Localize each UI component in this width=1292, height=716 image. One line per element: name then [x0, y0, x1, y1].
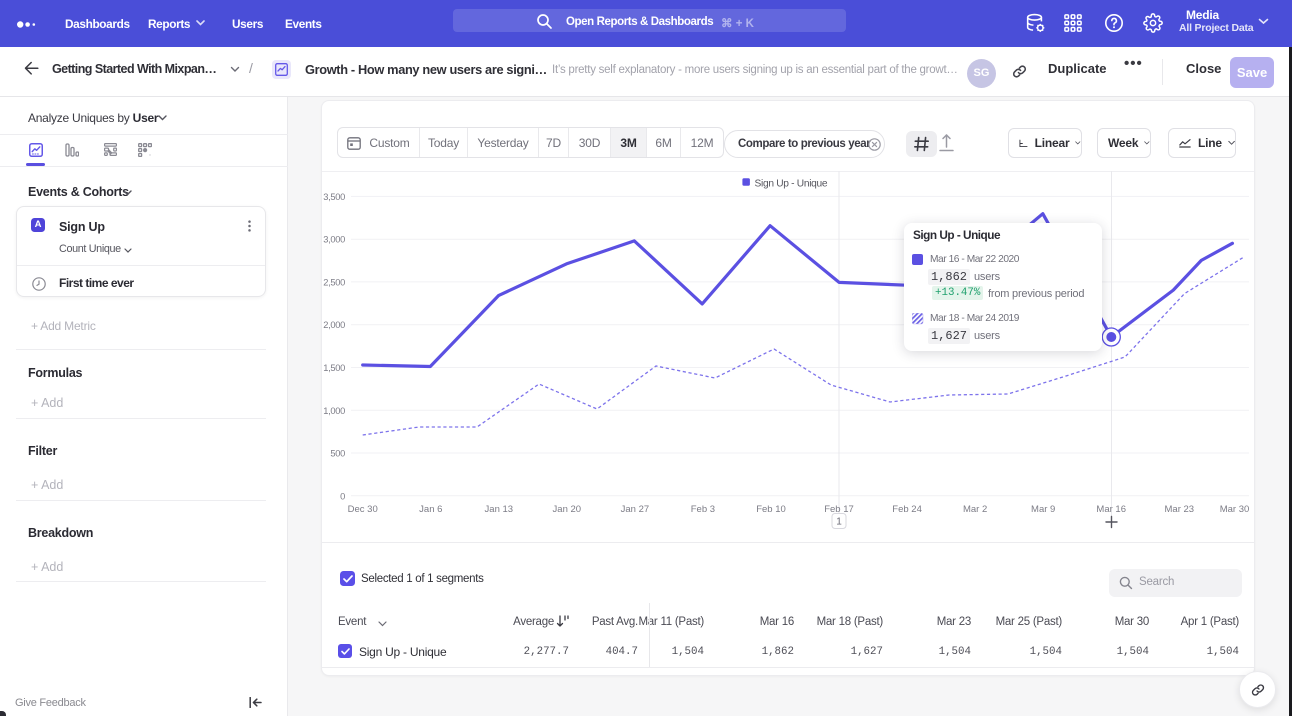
- svg-text:Mar 30: Mar 30: [1220, 504, 1250, 515]
- svg-text:Feb 24: Feb 24: [892, 504, 922, 515]
- svg-text:0: 0: [340, 491, 345, 501]
- svg-text:3,500: 3,500: [323, 192, 345, 202]
- svg-text:Jan 13: Jan 13: [485, 504, 514, 515]
- svg-text:1,000: 1,000: [323, 406, 345, 416]
- svg-text:Feb 17: Feb 17: [824, 504, 854, 515]
- svg-text:1,500: 1,500: [323, 363, 345, 373]
- svg-text:Mar 16: Mar 16: [1096, 504, 1126, 515]
- svg-text:Mar 9: Mar 9: [1031, 504, 1055, 515]
- svg-text:Mar 2: Mar 2: [963, 504, 987, 515]
- svg-text:3,000: 3,000: [323, 235, 345, 245]
- svg-text:Mar 23: Mar 23: [1165, 504, 1195, 515]
- svg-text:1: 1: [836, 517, 842, 528]
- svg-text:Sign Up - Unique: Sign Up - Unique: [755, 179, 828, 190]
- svg-text:Feb 3: Feb 3: [691, 504, 715, 515]
- svg-text:Jan 6: Jan 6: [419, 504, 442, 515]
- svg-text:Dec 30: Dec 30: [348, 504, 378, 515]
- svg-text:2,500: 2,500: [323, 277, 345, 287]
- svg-text:Feb 10: Feb 10: [756, 504, 786, 515]
- svg-text:500: 500: [330, 449, 345, 459]
- svg-text:2,000: 2,000: [323, 320, 345, 330]
- svg-text:Jan 27: Jan 27: [621, 504, 650, 515]
- svg-text:Jan 20: Jan 20: [553, 504, 582, 515]
